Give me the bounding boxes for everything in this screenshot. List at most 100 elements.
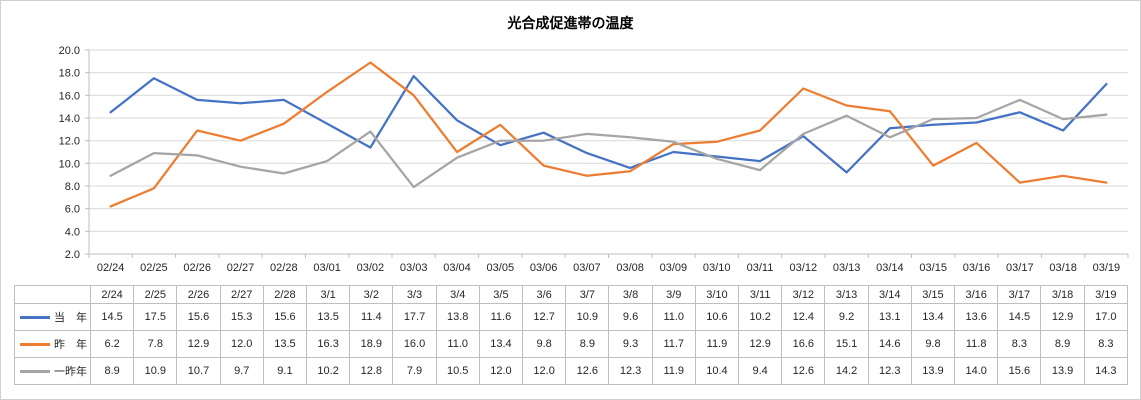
table-date-header: 3/6 <box>522 285 567 304</box>
table-value-cell: 10.9 <box>565 303 610 331</box>
table-value-cell: 13.4 <box>910 303 956 331</box>
legend-cell-this-year: 当 年 <box>14 303 91 331</box>
table-date-header: 3/16 <box>954 285 999 304</box>
table-value-cell: 14.5 <box>89 303 135 331</box>
legend-series-label: 昨 年 <box>54 339 87 351</box>
table-value-cell: 13.8 <box>435 303 480 331</box>
table-date-header: 3/4 <box>435 285 480 304</box>
y-axis-tick-label: 6.0 <box>65 204 80 216</box>
table-value-cell: 14.6 <box>867 330 912 358</box>
x-axis-tick-label: 03/17 <box>1006 262 1034 274</box>
legend-line-sample-two-years-ago <box>20 369 50 373</box>
data-table-header-row: 2/24 2/25 2/26 2/27 2/28 3/1 3/2 3/3 3/4 3/5 3/6 3/… <box>14 285 1129 304</box>
table-value-cell: 6.2 <box>89 330 135 358</box>
table-date-header: 3/2 <box>349 285 394 304</box>
table-value-cell: 13.5 <box>262 330 308 358</box>
x-axis-tick-label: 03/08 <box>616 262 644 274</box>
table-value-cell: 12.0 <box>478 357 524 385</box>
table-row-this-year: 当 年 14.5 17.5 15.6 15.3 15.6 13.5 11.4 17.7 13.8 1… <box>14 303 1129 331</box>
table-value-cell: 11.4 <box>349 303 394 331</box>
table-value-cell: 9.3 <box>608 330 653 358</box>
table-value-cell: 9.6 <box>608 303 653 331</box>
table-value-cell: 13.6 <box>954 303 999 331</box>
x-axis-tick-label: 02/26 <box>183 262 211 274</box>
legend-cell-last-year: 昨 年 <box>14 330 91 358</box>
table-date-header: 3/9 <box>651 285 696 304</box>
table-value-cell: 9.7 <box>219 357 264 385</box>
table-date-header: 3/5 <box>478 285 524 304</box>
table-value-cell: 14.2 <box>824 357 869 385</box>
table-value-cell: 14.0 <box>954 357 999 385</box>
table-value-cell: 12.8 <box>349 357 394 385</box>
table-value-cell: 12.0 <box>219 330 264 358</box>
table-value-cell: 15.6 <box>997 357 1042 385</box>
table-value-cell: 12.3 <box>608 357 653 385</box>
table-value-cell: 14.5 <box>997 303 1042 331</box>
table-date-header: 2/24 <box>89 285 135 304</box>
y-axis-tick-label: 12.0 <box>59 136 80 148</box>
x-axis-tick-label: 03/04 <box>443 262 471 274</box>
table-value-cell: 8.3 <box>1083 330 1129 358</box>
table-date-header: 3/18 <box>1040 285 1085 304</box>
table-value-cell: 17.7 <box>392 303 437 331</box>
table-value-cell: 12.9 <box>176 330 221 358</box>
table-value-cell: 15.1 <box>824 330 869 358</box>
series-line-this-year <box>109 74 1108 174</box>
table-value-cell: 11.6 <box>478 303 524 331</box>
table-value-cell: 9.4 <box>738 357 783 385</box>
y-axis-tick-label: 4.0 <box>65 226 80 238</box>
table-value-cell: 10.7 <box>176 357 221 385</box>
table-value-cell: 11.7 <box>651 330 696 358</box>
table-date-header: 3/12 <box>781 285 826 304</box>
table-value-cell: 18.9 <box>349 330 394 358</box>
table-date-header: 2/27 <box>219 285 264 304</box>
table-date-header: 2/26 <box>176 285 221 304</box>
table-value-cell: 12.7 <box>522 303 567 331</box>
x-axis-tick-label: 03/11 <box>747 262 774 274</box>
x-axis-tick-label: 03/19 <box>1093 262 1121 274</box>
table-value-cell: 9.8 <box>910 330 956 358</box>
table-value-cell: 8.3 <box>997 330 1042 358</box>
table-date-header: 2/28 <box>262 285 308 304</box>
x-axis-tick-label: 03/07 <box>573 262 601 274</box>
temperature-data-table: 2/24 2/25 2/26 2/27 2/28 3/1 3/2 3/3 3/4 3/5 3/6 3/… <box>14 285 1129 385</box>
series-line-last-year <box>109 61 1108 208</box>
x-axis-tick-label: 02/27 <box>227 262 255 274</box>
x-axis-tick-label: 03/09 <box>660 262 688 274</box>
x-axis-tick-label: 03/12 <box>790 262 818 274</box>
y-axis-tick-label: 20.0 <box>59 45 80 57</box>
table-value-cell: 13.5 <box>306 303 351 331</box>
table-value-cell: 7.9 <box>392 357 437 385</box>
x-axis-tick-label: 03/13 <box>833 262 861 274</box>
y-axis-tick-label: 18.0 <box>59 68 80 80</box>
table-value-cell: 10.9 <box>133 357 178 385</box>
table-value-cell: 12.9 <box>1040 303 1085 331</box>
table-value-cell: 13.9 <box>1040 357 1085 385</box>
table-date-header: 3/1 <box>306 285 351 304</box>
legend-series-label: 一昨年 <box>54 366 87 378</box>
table-date-header: 3/8 <box>608 285 653 304</box>
table-value-cell: 12.6 <box>565 357 610 385</box>
y-axis-tick-label: 14.0 <box>59 113 80 125</box>
table-row-two-years-ago: 一昨年 8.9 10.9 10.7 9.7 9.1 10.2 12.8 7.9 10.5 12.0 1… <box>14 357 1129 385</box>
table-value-cell: 8.9 <box>1040 330 1085 358</box>
x-axis-tick-label: 02/28 <box>270 262 298 274</box>
table-date-header: 3/15 <box>910 285 956 304</box>
table-date-header: 3/11 <box>738 285 783 304</box>
chart-title: 光合成促進帯の温度 <box>507 15 634 31</box>
table-date-header: 3/13 <box>824 285 869 304</box>
table-corner-cell <box>14 285 91 304</box>
table-value-cell: 11.8 <box>954 330 999 358</box>
table-date-header: 3/14 <box>867 285 912 304</box>
table-value-cell: 15.6 <box>262 303 308 331</box>
table-value-cell: 9.8 <box>522 330 567 358</box>
table-value-cell: 10.2 <box>738 303 783 331</box>
table-value-cell: 11.9 <box>694 330 740 358</box>
table-value-cell: 7.8 <box>133 330 178 358</box>
table-date-header: 3/17 <box>997 285 1042 304</box>
y-axis-tick-label: 8.0 <box>65 181 80 193</box>
table-value-cell: 17.5 <box>133 303 178 331</box>
table-value-cell: 12.9 <box>738 330 783 358</box>
y-axis-tick-label: 10.0 <box>59 158 80 170</box>
